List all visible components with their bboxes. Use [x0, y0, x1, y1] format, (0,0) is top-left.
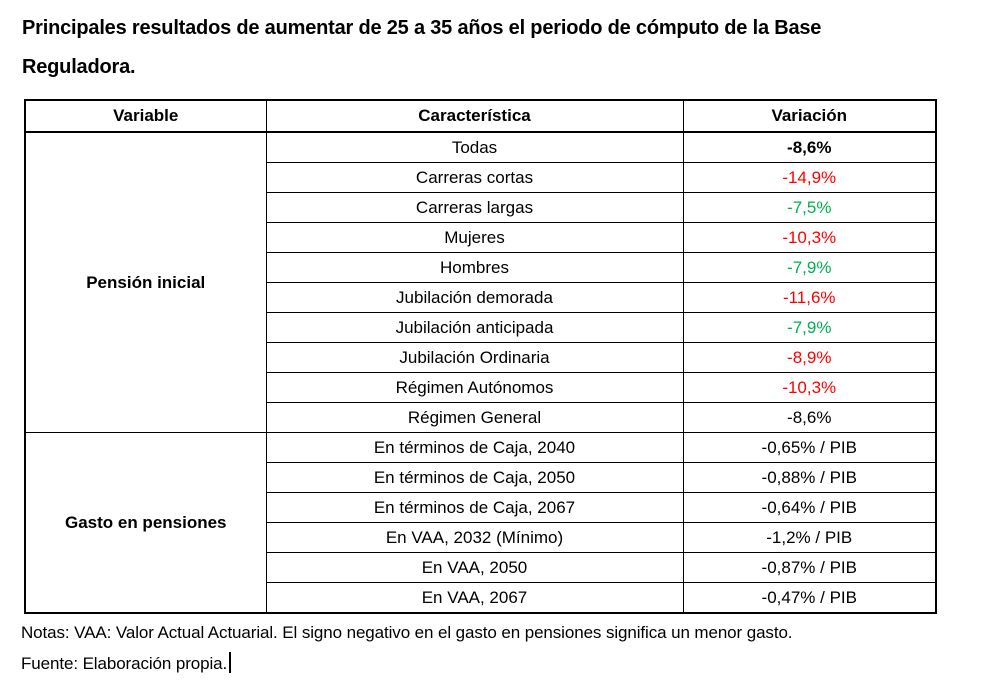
caracteristica-cell: Carreras largas — [265, 192, 684, 223]
caracteristica-cell: En VAA, 2050 — [265, 552, 684, 583]
results-table: Variable Característica Variación Pensió… — [24, 99, 937, 614]
variacion-cell: -11,6% — [682, 282, 937, 313]
variacion-cell: -1,2% / PIB — [682, 522, 937, 553]
caracteristica-cell: Hombres — [265, 252, 684, 283]
table-row: Carreras cortas -14,9% — [25, 162, 937, 193]
variacion-cell: -0,65% / PIB — [682, 432, 937, 463]
table-row: Jubilación Ordinaria -8,9% — [25, 342, 937, 373]
document-title: Principales resultados de aumentar de 25… — [22, 9, 821, 87]
variacion-cell: -8,6% — [682, 131, 937, 163]
caracteristica-cell: Régimen General — [265, 402, 684, 433]
table-row: Hombres -7,9% — [25, 252, 937, 283]
variacion-cell: -8,6% — [682, 402, 937, 433]
variable-group-cell: Gasto en pensiones — [24, 432, 267, 614]
table-row: En VAA, 2067 -0,47% / PIB — [25, 582, 937, 614]
caracteristica-cell: En términos de Caja, 2067 — [265, 492, 684, 523]
variacion-cell: -10,3% — [682, 222, 937, 253]
table-row: En términos de Caja, 2067 -0,64% / PIB — [25, 492, 937, 523]
table-row: En VAA, 2050 -0,87% / PIB — [25, 552, 937, 583]
caracteristica-cell: Mujeres — [265, 222, 684, 253]
caracteristica-cell: Todas — [265, 131, 684, 163]
table-row: Régimen General -8,6% — [25, 402, 937, 433]
variacion-cell: -7,9% — [682, 312, 937, 343]
notes-line: Notas: VAA: Valor Actual Actuarial. El s… — [21, 623, 793, 642]
caracteristica-cell: Régimen Autónomos — [265, 372, 684, 403]
table-row: Régimen Autónomos -10,3% — [25, 372, 937, 403]
variacion-cell: -7,9% — [682, 252, 937, 283]
variacion-cell: -10,3% — [682, 372, 937, 403]
caracteristica-cell: Jubilación Ordinaria — [265, 342, 684, 373]
results-table-body: Pensión inicial Todas -8,6% Carreras cortas… — [24, 131, 937, 614]
variable-group-cell: Pensión inicial — [24, 131, 267, 433]
table-row: Jubilación anticipada -7,9% — [25, 312, 937, 343]
caracteristica-cell: En términos de Caja, 2050 — [265, 462, 684, 493]
table-row: En términos de Caja, 2050 -0,88% / PIB — [25, 462, 937, 493]
variacion-cell: -8,9% — [682, 342, 937, 373]
text-cursor — [229, 652, 232, 673]
variacion-cell: -0,64% / PIB — [682, 492, 937, 523]
table-row: Carreras largas -7,5% — [25, 192, 937, 223]
variacion-cell: -7,5% — [682, 192, 937, 223]
table-row: Mujeres -10,3% — [25, 222, 937, 253]
table-row: Jubilación demorada -11,6% — [25, 282, 937, 313]
caracteristica-cell: En términos de Caja, 2040 — [265, 432, 684, 463]
caracteristica-cell: En VAA, 2032 (Mínimo) — [265, 522, 684, 553]
header-caracteristica: Característica — [265, 99, 684, 133]
table-notes: Notas: VAA: Valor Actual Actuarial. El s… — [21, 617, 793, 679]
variacion-cell: -0,87% / PIB — [682, 552, 937, 583]
variacion-cell: -0,88% / PIB — [682, 462, 937, 493]
title-line-1: Principales resultados de aumentar de 25… — [22, 17, 822, 39]
title-line-2: Reguladora. — [22, 56, 136, 78]
table-row: En VAA, 2032 (Mínimo) -1,2% / PIB — [25, 522, 937, 553]
caracteristica-cell: Jubilación anticipada — [265, 312, 684, 343]
caracteristica-cell: Carreras cortas — [265, 162, 684, 193]
table-header-row: Variable Característica Variación — [24, 99, 937, 133]
source-text: Fuente: Elaboración propia. — [21, 654, 228, 673]
caracteristica-cell: En VAA, 2067 — [265, 582, 684, 614]
caracteristica-cell: Jubilación demorada — [265, 282, 684, 313]
variacion-cell: -14,9% — [682, 162, 937, 193]
variacion-cell: -0,47% / PIB — [682, 582, 937, 614]
table-row: Pensión inicial Todas -8,6% — [24, 131, 937, 433]
header-variacion: Variación — [682, 99, 937, 133]
table-row: Gasto en pensiones En términos de Caja, 2… — [24, 432, 937, 614]
header-variable: Variable — [24, 99, 267, 133]
source-line: Fuente: Elaboración propia. — [21, 648, 792, 679]
